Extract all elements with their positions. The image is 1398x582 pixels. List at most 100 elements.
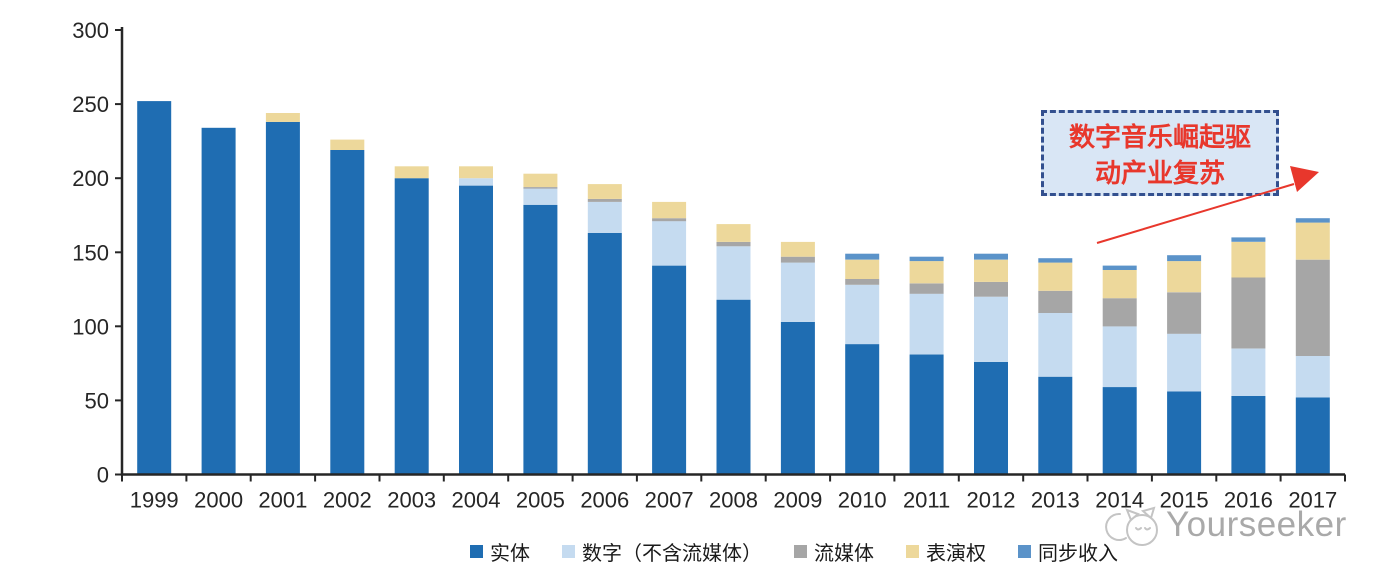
bar-segment-digital-ex-stream-2014: [1102, 326, 1137, 387]
bar-segment-physical-2005: [523, 204, 558, 475]
bar-segment-digital-ex-stream-2006: [587, 201, 622, 233]
y-tick-label: 250: [72, 92, 109, 117]
y-tick-label: 150: [72, 240, 109, 265]
bar-segment-physical-2013: [1038, 376, 1073, 475]
bar-segment-digital-ex-stream-2012: [974, 296, 1008, 362]
bar-segment-streaming-2014: [1102, 298, 1137, 327]
bar-segment-physical-2017: [1295, 397, 1330, 475]
bar-segment-streaming-2013: [1038, 290, 1073, 313]
legend-item-streaming: 流媒体: [794, 537, 874, 566]
y-tick-label: 100: [72, 314, 109, 339]
bar-segment-physical-2015: [1167, 391, 1202, 475]
legend-swatch: [562, 545, 575, 558]
x-tick-label: 1999: [130, 488, 179, 513]
bar-segment-sync-2015: [1167, 255, 1202, 262]
legend-swatch: [906, 545, 919, 558]
bar-segment-performance-2008: [716, 224, 751, 242]
bar-segment-physical-2009: [780, 321, 815, 475]
bar-segment-streaming-2010: [845, 278, 880, 285]
bar-segment-streaming-2016: [1231, 277, 1266, 349]
bar-segment-streaming-2008: [716, 241, 751, 247]
y-tick-label: 300: [72, 18, 109, 43]
bar-segment-physical-2002: [330, 150, 365, 475]
bar-segment-performance-2002: [330, 139, 365, 150]
legend-item-sync: 同步收入: [1018, 537, 1118, 566]
bar-segment-digital-ex-stream-2005: [523, 188, 558, 205]
bar-segment-digital-ex-stream-2007: [652, 221, 687, 266]
bar-segment-sync-2016: [1231, 237, 1266, 242]
x-tick-label: 2015: [1160, 488, 1209, 513]
bar-segment-streaming-2005: [523, 187, 558, 189]
bar-segment-digital-ex-stream-2015: [1167, 333, 1202, 392]
x-tick-label: 2012: [967, 488, 1016, 513]
bar-segment-streaming-2015: [1167, 292, 1202, 334]
legend-label: 同步收入: [1038, 543, 1118, 565]
x-tick-label: 2017: [1288, 488, 1337, 513]
annotation-line-2: 动产业复苏: [1094, 158, 1225, 189]
bar-segment-performance-2011: [909, 261, 944, 284]
bar-segment-sync-2017: [1295, 218, 1330, 223]
legend-swatch: [470, 545, 483, 558]
bar-segment-physical-2014: [1102, 387, 1137, 475]
bar-segment-streaming-2012: [974, 281, 1008, 297]
bar-segment-performance-2009: [780, 241, 815, 257]
watermark-text: Yourseeker: [1166, 505, 1347, 544]
bar-segment-performance-2014: [1102, 270, 1137, 299]
bar-segment-physical-2004: [459, 185, 493, 475]
watermark: Yourseeker: [1100, 498, 1347, 552]
x-tick-label: 2013: [1031, 488, 1080, 513]
bar-segment-digital-ex-stream-2008: [716, 246, 751, 300]
bar-segment-physical-2001: [265, 121, 300, 475]
bar-segment-performance-2010: [845, 259, 880, 279]
bar-segment-performance-2012: [974, 259, 1008, 282]
bar-segment-sync-2014: [1102, 265, 1137, 270]
bar-segment-physical-2006: [587, 233, 622, 475]
yourseeker-cat-logo-icon: [1105, 506, 1158, 546]
x-tick-label: 2000: [194, 488, 243, 513]
bar-segment-performance-2017: [1295, 222, 1330, 260]
bar-segment-digital-ex-stream-2009: [780, 262, 815, 322]
x-tick-label: 2006: [580, 488, 629, 513]
legend-label: 流媒体: [814, 543, 874, 565]
x-tick-label: 2009: [773, 488, 822, 513]
bar-segment-streaming-2007: [652, 218, 687, 222]
legend: 实体 数字（不含流媒体） 流媒体 表演权 同步收入: [95, 537, 1398, 566]
bar-segment-physical-2008: [716, 299, 751, 475]
y-tick-label: 0: [97, 463, 109, 488]
bar-segment-streaming-2006: [587, 198, 622, 202]
x-tick-label: 2003: [387, 488, 436, 513]
y-tick-label: 200: [72, 166, 109, 191]
bar-segment-digital-ex-stream-2017: [1295, 356, 1330, 398]
legend-label: 表演权: [926, 543, 986, 565]
legend-label: 实体: [490, 543, 530, 565]
legend-item-performance: 表演权: [906, 537, 986, 566]
x-tick-label: 2010: [838, 488, 887, 513]
bar-segment-physical-2012: [974, 361, 1008, 475]
bar-segment-physical-2011: [909, 354, 944, 475]
bar-segment-physical-1999: [137, 101, 172, 475]
x-tick-label: 2002: [323, 488, 372, 513]
bar-segment-streaming-2017: [1295, 259, 1330, 356]
bar-segment-performance-2004: [459, 166, 493, 179]
annotation-callout: 数字音乐崛起驱 动产业复苏: [1041, 110, 1279, 196]
bar-segment-performance-2015: [1167, 261, 1202, 293]
bar-segment-physical-2003: [394, 178, 429, 475]
bar-segment-physical-2007: [652, 265, 687, 475]
x-tick-label: 2014: [1095, 488, 1144, 513]
bar-segment-physical-2010: [845, 344, 880, 475]
bar-segment-digital-ex-stream-2013: [1038, 313, 1073, 377]
x-tick-label: 2005: [516, 488, 565, 513]
annotation-line-1: 数字音乐崛起驱: [1068, 122, 1251, 152]
legend-item-physical: 实体: [470, 537, 530, 566]
bar-segment-physical-2016: [1231, 396, 1266, 475]
bar-segment-streaming-2011: [909, 283, 944, 294]
bar-segment-digital-ex-stream-2004: [459, 178, 493, 186]
bar-segment-physical-2000: [201, 127, 236, 475]
bar-segment-performance-2013: [1038, 262, 1073, 291]
bar-segment-performance-2003: [394, 166, 429, 179]
bar-segment-streaming-2009: [780, 256, 815, 263]
x-tick-label: 2004: [452, 488, 501, 513]
legend-swatch: [1018, 545, 1031, 558]
bar-segment-performance-2016: [1231, 241, 1266, 278]
